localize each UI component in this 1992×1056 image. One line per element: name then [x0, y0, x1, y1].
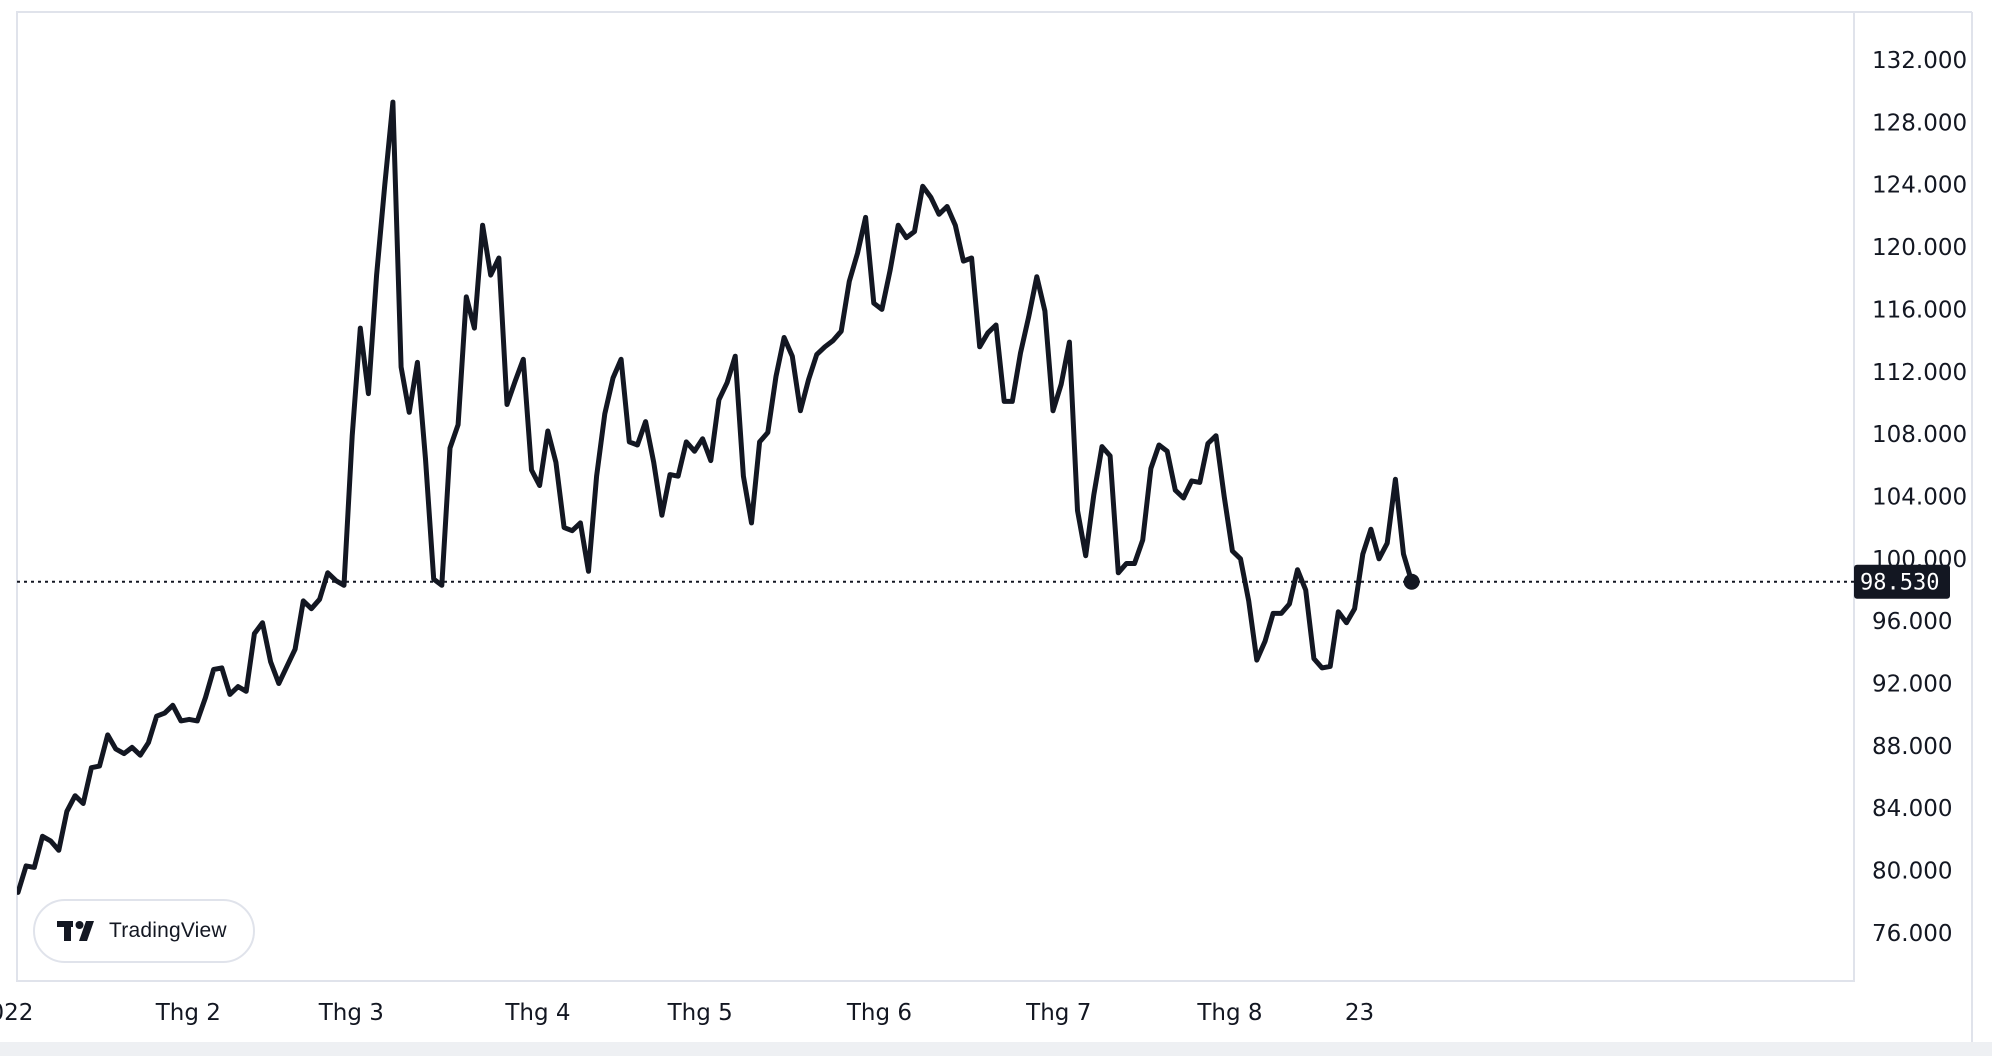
- time-axis[interactable]: 022 Thg 2 Thg 3 Thg 4 Thg 5 Thg 6 Thg 7 Thg 8 23: [0, 1000, 1374, 1026]
- y-tick-label: 112.000: [1872, 360, 1967, 386]
- y-tick-label: 76.000: [1872, 921, 1952, 947]
- x-tick-label: Thg 7: [1025, 1000, 1091, 1026]
- y-tick-label: 80.000: [1872, 859, 1952, 885]
- x-tick-label: 022: [0, 1000, 33, 1026]
- y-tick-label: 108.000: [1872, 422, 1967, 448]
- brand-name: TradingView: [109, 919, 227, 942]
- x-tick-label: Thg 3: [318, 1000, 384, 1026]
- last-price-tag-background: [1854, 564, 1950, 599]
- y-tick-label: 116.000: [1872, 297, 1967, 323]
- y-tick-label: 84.000: [1872, 796, 1952, 822]
- x-tick-label: Thg 8: [1196, 1000, 1262, 1026]
- x-tick-label: Thg 6: [846, 1000, 912, 1026]
- tradingview-logo[interactable]: TradingView: [33, 899, 255, 963]
- price-series-line: [17, 99, 1415, 895]
- y-tick-label: 92.000: [1872, 672, 1952, 698]
- tradingview-logo-icon: [57, 921, 94, 941]
- y-tick-label: 104.000: [1872, 484, 1967, 510]
- last-price-tag: 98.530: [1854, 564, 1950, 599]
- price-axis[interactable]: 132.000 128.000 124.000 120.000 116.000 112.0…: [1872, 48, 1967, 947]
- y-tick-label: 124.000: [1872, 173, 1967, 199]
- x-tick-label: Thg 2: [155, 1000, 221, 1026]
- x-tick-label: Thg 5: [667, 1000, 733, 1026]
- plot-area: [16, 11, 1855, 982]
- last-price-marker: [1403, 573, 1420, 590]
- y-tick-label: 120.000: [1872, 235, 1967, 261]
- y-tick-label: 132.000: [1872, 48, 1967, 74]
- y-tick-label: 128.000: [1872, 110, 1967, 136]
- bottom-strip: [0, 1042, 1992, 1056]
- y-tick-label: 96.000: [1872, 609, 1952, 635]
- x-tick-label: Thg 4: [504, 1000, 570, 1026]
- series-layer: [17, 99, 1415, 895]
- x-tick-label: 23: [1345, 1000, 1374, 1026]
- y-tick-label: 88.000: [1872, 734, 1952, 760]
- last-price-tag-label: 98.530: [1860, 571, 1939, 596]
